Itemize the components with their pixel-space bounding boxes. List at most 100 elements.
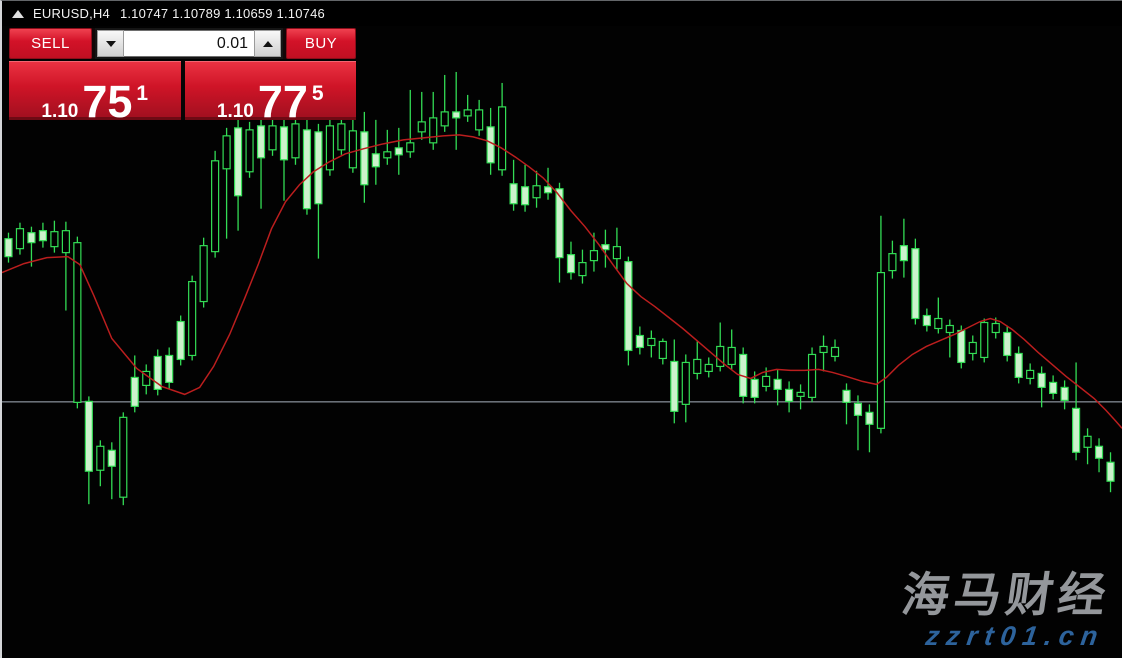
candle [1071, 362, 1081, 461]
candle [980, 318, 989, 363]
sell-price-button[interactable]: 1.10 75 1 [9, 61, 181, 124]
candle [165, 347, 174, 390]
candle [1094, 438, 1104, 473]
volume-increase-button[interactable] [254, 30, 281, 57]
candle [876, 215, 886, 434]
candle [325, 119, 335, 176]
trade-controls-row: SELL BUY [9, 28, 356, 59]
candle [27, 226, 36, 267]
chart-header: EURUSD,H4 1.10747 1.10789 1.10659 1.1074… [2, 1, 1122, 26]
candle [279, 119, 289, 201]
volume-decrease-button[interactable] [97, 30, 124, 57]
symbol-period-label: EURUSD,H4 [33, 6, 110, 21]
candle [1083, 428, 1092, 465]
candle [50, 220, 59, 253]
candle [383, 129, 392, 165]
ohlc-values: 1.10747 1.10789 1.10659 1.10746 [119, 6, 325, 21]
volume-input[interactable] [124, 30, 254, 57]
candle [417, 91, 426, 140]
candle [199, 237, 208, 308]
down-triangle-icon [105, 40, 116, 47]
candle [1003, 325, 1012, 362]
buy-pipette: 5 [311, 82, 324, 105]
candle [647, 330, 656, 358]
candle [38, 222, 48, 248]
candle [922, 308, 931, 332]
candle [394, 127, 403, 175]
candle [429, 91, 438, 150]
candle [888, 240, 897, 279]
candle [899, 218, 908, 278]
candle [360, 111, 369, 203]
candle [256, 119, 266, 209]
candle [727, 329, 736, 370]
candle [716, 322, 725, 372]
candle [566, 241, 576, 280]
candle [1026, 363, 1035, 385]
sell-pips: 75 [82, 76, 133, 127]
candle [96, 440, 105, 487]
buy-big-figure: 1.10 [216, 101, 254, 122]
candle [807, 347, 817, 403]
up-triangle-icon [262, 40, 273, 47]
candle [968, 335, 977, 361]
buy-pips: 77 [257, 76, 308, 127]
candle [842, 383, 851, 425]
candle [15, 222, 25, 255]
candle [578, 249, 587, 284]
candle [704, 357, 713, 378]
candle [233, 119, 243, 231]
candle [509, 159, 518, 211]
candle [601, 229, 610, 268]
candle [830, 339, 840, 362]
buy-price-button[interactable]: 1.10 77 5 [184, 61, 356, 124]
candle [612, 227, 621, 270]
watermark-url: zzrt01.cn [923, 621, 1107, 651]
sell-pipette: 1 [136, 82, 149, 105]
volume-control [95, 28, 283, 59]
candle [211, 150, 220, 258]
candle [658, 338, 667, 365]
watermark-title: 海马财经 [898, 567, 1115, 621]
candle [865, 404, 874, 453]
candle [245, 121, 254, 178]
candle [176, 315, 185, 366]
price-buttons-row: 1.10 75 1 1.10 77 5 [9, 61, 356, 124]
candle [1049, 375, 1058, 400]
candle [222, 127, 231, 239]
candle [4, 232, 13, 263]
price-box-divider [180, 61, 185, 120]
candle [1014, 346, 1023, 384]
candle [268, 117, 277, 156]
sell-big-figure: 1.10 [41, 101, 79, 122]
candle [61, 221, 70, 311]
candle [819, 335, 828, 372]
candle [693, 341, 702, 380]
candle [624, 256, 633, 366]
candle [73, 236, 82, 409]
candle [796, 384, 805, 410]
candle [406, 89, 415, 158]
one-click-trading-panel: SELL BUY 1.10 75 1 1.10 77 [9, 28, 356, 124]
candle [1037, 366, 1046, 408]
candle [371, 119, 380, 185]
candle [153, 349, 162, 396]
candle [463, 94, 472, 122]
candle [302, 119, 312, 215]
candle [84, 396, 93, 505]
candle [188, 275, 197, 361]
candle [142, 364, 151, 395]
sell-button[interactable]: SELL [9, 28, 92, 59]
candle [1106, 452, 1115, 493]
candle [107, 442, 116, 500]
candle [635, 326, 644, 355]
panel-collapse-icon[interactable] [12, 9, 24, 18]
candle [934, 297, 943, 334]
candle [532, 170, 541, 208]
buy-button[interactable]: BUY [286, 28, 356, 59]
candle [991, 317, 1000, 339]
candle [475, 99, 484, 136]
moving-average-line [2, 134, 1122, 429]
